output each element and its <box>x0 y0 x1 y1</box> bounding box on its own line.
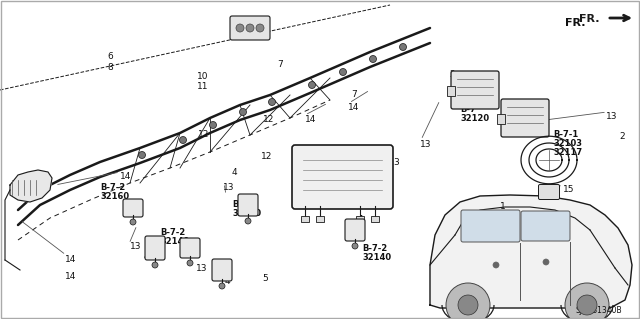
Text: 13: 13 <box>196 264 207 273</box>
Text: 4: 4 <box>358 215 364 224</box>
Text: 13: 13 <box>130 242 141 251</box>
Circle shape <box>256 24 264 32</box>
Circle shape <box>219 283 225 289</box>
Text: B-7-2
32140: B-7-2 32140 <box>160 228 189 246</box>
Circle shape <box>565 283 609 319</box>
Text: 5: 5 <box>262 274 268 283</box>
Text: 13: 13 <box>223 183 234 192</box>
Circle shape <box>236 24 244 32</box>
Text: 4: 4 <box>225 277 230 286</box>
Circle shape <box>458 295 478 315</box>
Text: 4: 4 <box>232 168 237 177</box>
Text: SJA4B1340B: SJA4B1340B <box>576 306 623 315</box>
Circle shape <box>246 24 254 32</box>
Circle shape <box>209 122 216 129</box>
Text: 14: 14 <box>65 255 76 264</box>
Text: 11: 11 <box>197 82 209 91</box>
Circle shape <box>138 152 145 159</box>
Bar <box>447 86 455 96</box>
Text: FR.: FR. <box>579 14 600 24</box>
Text: B-7-2
32160: B-7-2 32160 <box>232 200 261 218</box>
Bar <box>316 216 324 222</box>
FancyBboxPatch shape <box>123 199 143 217</box>
Circle shape <box>269 99 275 106</box>
Circle shape <box>543 259 549 265</box>
Text: 10: 10 <box>197 72 209 81</box>
Circle shape <box>446 283 490 319</box>
Text: 14: 14 <box>120 172 131 181</box>
Circle shape <box>308 81 316 88</box>
Circle shape <box>239 108 246 115</box>
Circle shape <box>245 218 251 224</box>
Circle shape <box>399 43 406 50</box>
Text: 14: 14 <box>65 272 76 281</box>
Circle shape <box>352 243 358 249</box>
Text: 13: 13 <box>420 140 431 149</box>
Text: B-7-1
32117: B-7-1 32117 <box>300 158 329 176</box>
Text: 14: 14 <box>305 115 316 124</box>
FancyBboxPatch shape <box>451 71 499 109</box>
Text: 6: 6 <box>107 52 113 61</box>
Polygon shape <box>430 195 632 308</box>
Bar <box>371 216 379 222</box>
Text: 7: 7 <box>277 60 283 69</box>
Text: 12: 12 <box>263 115 275 124</box>
FancyBboxPatch shape <box>238 194 258 216</box>
Circle shape <box>493 262 499 268</box>
Text: 13: 13 <box>454 84 465 93</box>
FancyBboxPatch shape <box>180 238 200 258</box>
FancyBboxPatch shape <box>501 99 549 137</box>
Text: 2: 2 <box>619 132 625 141</box>
Text: 12: 12 <box>261 152 273 161</box>
FancyBboxPatch shape <box>292 145 393 209</box>
Text: B-7-2
32140: B-7-2 32140 <box>300 183 329 201</box>
Text: 15: 15 <box>563 185 575 194</box>
Text: 14: 14 <box>348 103 360 112</box>
Bar <box>301 216 309 222</box>
Circle shape <box>577 295 597 315</box>
Text: B-7-2
32140: B-7-2 32140 <box>362 244 391 262</box>
Text: 13: 13 <box>364 190 376 199</box>
FancyBboxPatch shape <box>538 184 559 199</box>
Text: 8: 8 <box>107 63 113 72</box>
Text: B-7-2
32160: B-7-2 32160 <box>100 183 129 201</box>
Circle shape <box>179 137 186 144</box>
Text: 1: 1 <box>500 202 506 211</box>
FancyBboxPatch shape <box>521 211 570 241</box>
Bar <box>497 114 505 124</box>
FancyBboxPatch shape <box>230 16 270 40</box>
Text: 7: 7 <box>351 90 356 99</box>
Text: 9: 9 <box>242 22 248 31</box>
Text: B-7-1
32103
32117: B-7-1 32103 32117 <box>553 130 582 157</box>
Text: 12: 12 <box>198 130 209 139</box>
Circle shape <box>369 56 376 63</box>
Text: B-7
32120: B-7 32120 <box>460 105 489 123</box>
Text: 3: 3 <box>393 158 399 167</box>
Circle shape <box>187 260 193 266</box>
Text: B-7
32120: B-7 32120 <box>505 115 534 133</box>
Circle shape <box>152 262 158 268</box>
Circle shape <box>339 69 346 76</box>
Text: FR.: FR. <box>565 18 586 28</box>
FancyBboxPatch shape <box>145 236 165 260</box>
FancyBboxPatch shape <box>345 219 365 241</box>
Circle shape <box>130 219 136 225</box>
Text: 2: 2 <box>449 70 454 79</box>
Polygon shape <box>10 170 52 202</box>
Bar <box>356 216 364 222</box>
FancyBboxPatch shape <box>461 210 520 242</box>
FancyBboxPatch shape <box>212 259 232 281</box>
Text: 13: 13 <box>606 112 618 121</box>
Text: 4: 4 <box>144 252 150 261</box>
